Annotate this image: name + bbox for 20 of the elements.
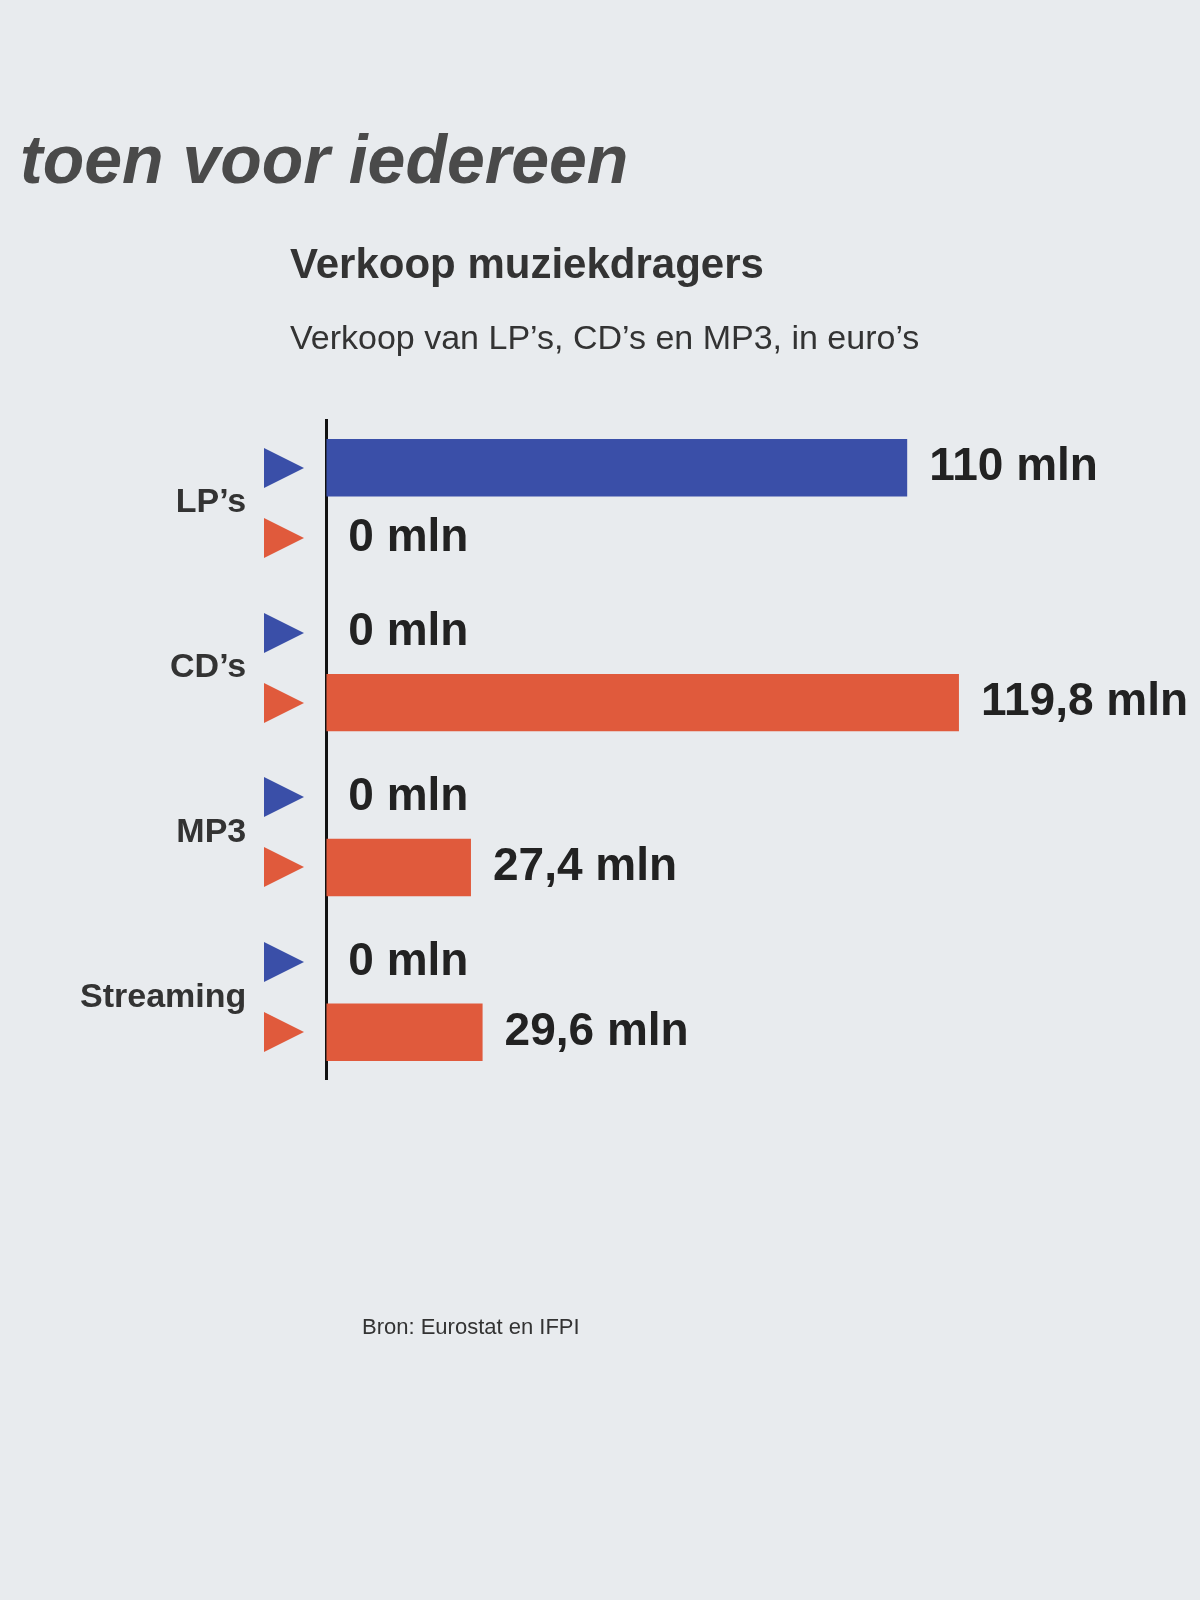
- data-label: 110 mln: [929, 438, 1098, 491]
- y-tick-label: CD’s: [170, 645, 247, 684]
- y-tick-label: MP3: [176, 810, 247, 849]
- chart-subtitle: Verkoop van LP’s, CD’s en MP3, in euro’s: [290, 318, 920, 357]
- data-label: 119,8 mln: [980, 673, 1189, 726]
- data-label: 0 mln: [348, 603, 469, 656]
- bar: [326, 439, 908, 497]
- bar: [326, 673, 959, 732]
- text: Bron: Eurostat en IFPI: [362, 1314, 580, 1340]
- chart-title: Verkoop muziekdragers: [290, 240, 764, 288]
- data-label: 0 mln: [348, 932, 469, 985]
- text: toen voor iedereen: [20, 120, 629, 198]
- data-label: 0 mln: [348, 508, 469, 561]
- data-label: 27,4 mln: [492, 838, 678, 891]
- bar: [326, 838, 471, 897]
- bar: [326, 1003, 483, 1061]
- y-tick-label: LP’s: [175, 481, 247, 520]
- y-tick-label: Streaming: [80, 975, 247, 1014]
- data-label: 0 mln: [348, 768, 469, 821]
- data-label: 29,6 mln: [504, 1002, 689, 1055]
